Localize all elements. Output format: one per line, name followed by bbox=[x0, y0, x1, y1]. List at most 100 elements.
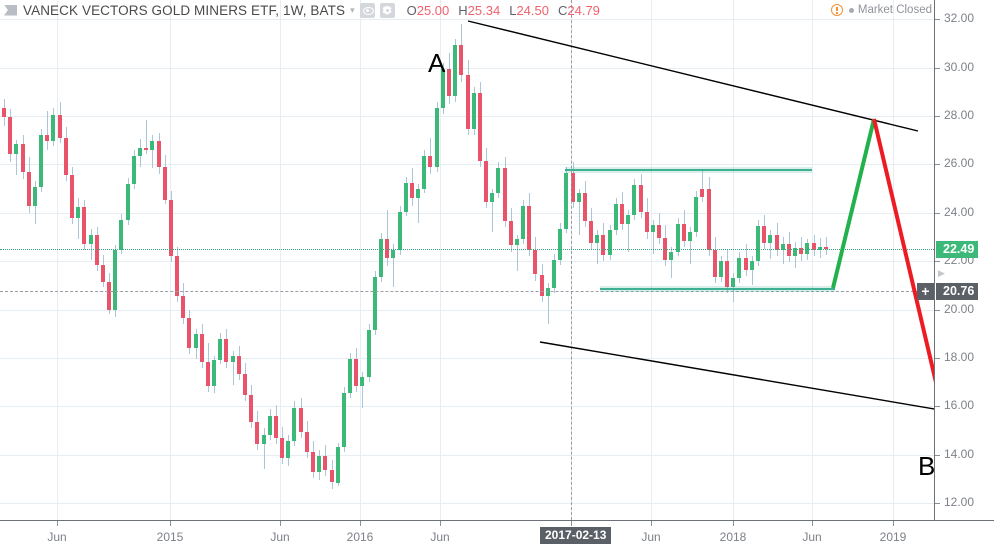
warning-circle-icon bbox=[830, 4, 843, 16]
candle-body bbox=[434, 107, 439, 167]
time-axis[interactable]: Jun 2015 Jun 2016 Jun Jun 2018 Jun 2019 2017-02-… bbox=[0, 520, 994, 548]
upper-descending-trendline[interactable] bbox=[467, 20, 919, 132]
candle-body bbox=[311, 452, 315, 472]
candle-body bbox=[57, 114, 62, 138]
price-tick-mark bbox=[935, 212, 940, 214]
candle-body bbox=[749, 261, 754, 270]
candle-body bbox=[243, 373, 248, 396]
candle-body bbox=[317, 455, 322, 472]
chevron-down-icon[interactable]: ▾ bbox=[350, 4, 355, 15]
candle-wick bbox=[516, 234, 518, 271]
candle-body bbox=[378, 239, 383, 277]
add-alert-button[interactable]: + bbox=[917, 283, 934, 301]
candle-body bbox=[236, 355, 241, 374]
price-tick-label: 16.00 bbox=[944, 398, 975, 413]
candle-wick bbox=[652, 220, 654, 254]
candle-wick bbox=[387, 210, 389, 267]
eye-icon[interactable] bbox=[359, 2, 375, 18]
candle-body bbox=[471, 93, 476, 130]
candle-body bbox=[273, 416, 278, 438]
gear-icon[interactable] bbox=[379, 2, 395, 18]
price-tick-mark bbox=[935, 357, 940, 359]
candle-body bbox=[144, 147, 149, 150]
candle-body bbox=[26, 171, 31, 206]
price-tick-mark bbox=[935, 406, 940, 408]
candle-body bbox=[793, 247, 798, 257]
projection-down-leg[interactable] bbox=[872, 118, 934, 408]
time-tick-label: 2018 bbox=[719, 530, 747, 544]
gridline-horizontal bbox=[0, 454, 934, 456]
lower-descending-trendline[interactable] bbox=[539, 341, 934, 412]
open-label: O bbox=[406, 2, 417, 18]
candle-body bbox=[45, 135, 50, 142]
open-value: 25.00 bbox=[416, 2, 450, 18]
candle-body bbox=[304, 431, 309, 453]
projection-up-leg[interactable] bbox=[831, 118, 876, 289]
candle-body bbox=[360, 377, 365, 386]
dot-icon bbox=[848, 7, 854, 13]
price-tick-label: 32.00 bbox=[944, 11, 975, 26]
candle-body bbox=[811, 243, 816, 251]
market-status[interactable]: Market Closed bbox=[830, 2, 932, 18]
flag-icon bbox=[4, 4, 17, 16]
candle-body bbox=[613, 204, 618, 230]
candle-body bbox=[366, 330, 371, 378]
cursor-price-badge: 20.76 bbox=[936, 283, 979, 301]
candle-body bbox=[552, 260, 557, 288]
candle-wick bbox=[578, 188, 580, 235]
time-tick-mark bbox=[360, 521, 361, 526]
candle-body bbox=[156, 141, 161, 167]
candle-body bbox=[743, 257, 748, 270]
candle-body bbox=[601, 234, 606, 256]
candle-wick bbox=[628, 210, 630, 252]
chart-header: VANECK VECTORS GOLD MINERS ETF, 1W, BATS… bbox=[0, 0, 994, 20]
gridline-vertical bbox=[733, 0, 734, 520]
candle-body bbox=[348, 359, 353, 394]
annotation-label-b: B bbox=[918, 451, 934, 481]
candle-body bbox=[137, 147, 142, 156]
candle-wick bbox=[78, 198, 80, 240]
candle-body bbox=[638, 185, 643, 212]
price-tick-mark bbox=[935, 309, 940, 311]
chart-plot-area[interactable]: A B bbox=[0, 0, 934, 520]
candle-body bbox=[341, 393, 346, 448]
candle-body bbox=[650, 224, 655, 233]
candle-body bbox=[570, 172, 575, 202]
support-level[interactable] bbox=[600, 287, 835, 290]
candle-wick bbox=[362, 372, 364, 408]
candle-body bbox=[484, 160, 489, 202]
candle-body bbox=[762, 226, 767, 244]
price-tick-mark bbox=[935, 503, 940, 505]
candle-body bbox=[181, 296, 186, 319]
candle-body bbox=[14, 143, 19, 154]
time-tick-label: Jun bbox=[47, 530, 67, 544]
price-tick-label: 26.00 bbox=[944, 156, 975, 171]
price-tick-mark bbox=[935, 164, 940, 166]
candle-body bbox=[768, 234, 773, 244]
candle-body bbox=[385, 239, 390, 258]
candle-body bbox=[193, 333, 198, 349]
price-tick-label: 18.00 bbox=[944, 349, 975, 364]
low-label: L bbox=[509, 2, 517, 18]
candle-body bbox=[823, 246, 828, 250]
time-tick-mark bbox=[893, 521, 894, 526]
gridline-horizontal bbox=[0, 212, 934, 214]
candle-wick bbox=[671, 246, 673, 279]
candle-wick bbox=[770, 229, 772, 259]
time-tick-label: 2015 bbox=[156, 530, 184, 544]
candle-body bbox=[131, 156, 136, 184]
candle-wick bbox=[547, 282, 549, 325]
candle-body bbox=[76, 206, 81, 218]
close-value: 24.79 bbox=[567, 2, 600, 18]
price-axis[interactable]: 32.00 30.00 28.00 26.00 24.00 22.00 20.00 18.00… bbox=[917, 0, 994, 520]
candle-body bbox=[626, 215, 631, 224]
cursor-date-badge: 2017-02-13 bbox=[540, 527, 612, 544]
resistance-level[interactable] bbox=[565, 169, 812, 172]
close-label: C bbox=[557, 2, 568, 18]
candle-body bbox=[620, 204, 624, 224]
time-tick-mark bbox=[651, 521, 652, 526]
candle-wick bbox=[16, 140, 18, 176]
time-tick-mark bbox=[170, 521, 171, 526]
scroll-right-icon[interactable]: ▶ bbox=[938, 268, 945, 279]
candle-body bbox=[32, 187, 37, 206]
